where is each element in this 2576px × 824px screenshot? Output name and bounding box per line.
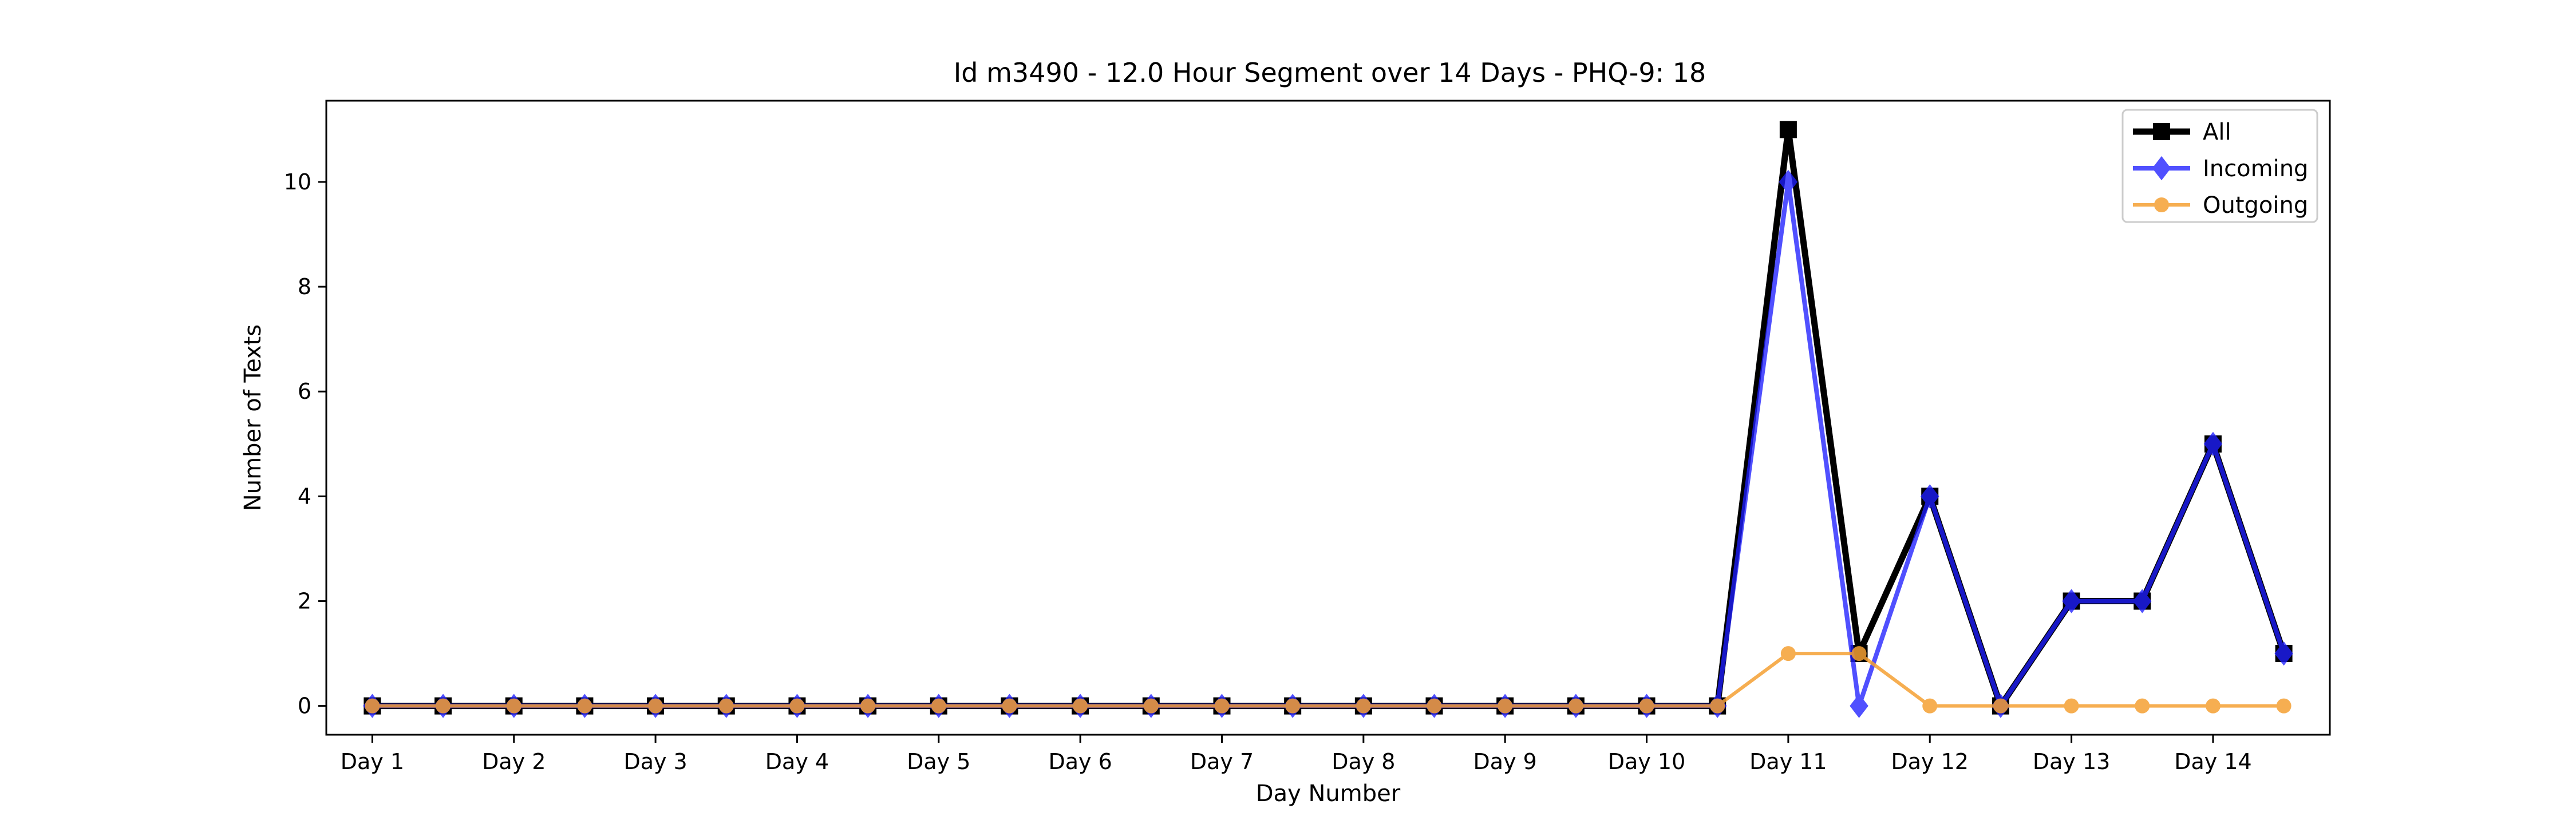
point-outgoing-13 bbox=[1285, 698, 1301, 714]
point-outgoing-18 bbox=[1639, 698, 1654, 714]
legend-label-all: All bbox=[2203, 119, 2231, 145]
x-tick-label-4: Day 5 bbox=[907, 749, 970, 774]
point-outgoing-6 bbox=[789, 698, 805, 714]
point-outgoing-17 bbox=[1568, 698, 1583, 714]
legend-label-outgoing: Outgoing bbox=[2203, 192, 2308, 219]
y-tick-label-2: 4 bbox=[298, 484, 311, 509]
x-tick-label-13: Day 14 bbox=[2174, 749, 2251, 774]
legend-entry-incoming bbox=[2133, 156, 2190, 181]
point-incoming-25 bbox=[2132, 589, 2152, 613]
series-all bbox=[364, 121, 2293, 715]
point-outgoing-27 bbox=[2276, 698, 2291, 714]
x-tick-label-12: Day 13 bbox=[2033, 749, 2110, 774]
point-incoming-20 bbox=[1779, 169, 1798, 195]
series-line-all bbox=[372, 126, 2287, 710]
plot-area bbox=[325, 100, 2331, 736]
x-axis-label: Day Number bbox=[1256, 781, 1401, 807]
y-axis-label: Number of Texts bbox=[240, 324, 266, 511]
point-incoming-26 bbox=[2203, 431, 2223, 456]
point-outgoing-19 bbox=[1710, 698, 1725, 714]
legend-marker-incoming bbox=[2152, 156, 2171, 181]
point-outgoing-1 bbox=[436, 698, 451, 714]
series-outgoing bbox=[365, 646, 2291, 714]
x-tick-label-11: Day 12 bbox=[1891, 749, 1969, 774]
chart-title: Id m3490 - 12.0 Hour Segment over 14 Day… bbox=[954, 57, 1706, 88]
x-tick-label-2: Day 3 bbox=[623, 749, 687, 774]
x-tick-label-0: Day 1 bbox=[341, 749, 404, 774]
legend: All Incoming Outgoing bbox=[2121, 109, 2318, 223]
y-axis: 0 2 4 6 8 10 bbox=[284, 169, 326, 719]
x-tick-label-3: Day 4 bbox=[765, 749, 829, 774]
point-incoming-27 bbox=[2274, 641, 2293, 666]
x-tick-label-6: Day 7 bbox=[1190, 749, 1254, 774]
point-outgoing-22 bbox=[1922, 698, 1938, 714]
series-layer bbox=[363, 121, 2293, 718]
point-incoming-22 bbox=[1920, 484, 1939, 509]
point-outgoing-3 bbox=[577, 698, 592, 714]
series-incoming bbox=[363, 169, 2293, 718]
y-tick-label-4: 8 bbox=[298, 274, 311, 299]
series-line-incoming bbox=[372, 179, 2286, 708]
point-incoming-24 bbox=[2062, 589, 2081, 613]
legend-marker-all bbox=[2153, 123, 2170, 140]
point-all-20 bbox=[1779, 121, 1797, 138]
y-tick-label-3: 6 bbox=[298, 379, 311, 404]
point-outgoing-20 bbox=[1780, 646, 1796, 661]
legend-box bbox=[2121, 109, 2318, 223]
point-outgoing-16 bbox=[1498, 698, 1513, 714]
series-line-outgoing bbox=[372, 652, 2284, 708]
point-outgoing-21 bbox=[1851, 646, 1867, 661]
x-tick-label-1: Day 2 bbox=[482, 749, 546, 774]
point-outgoing-4 bbox=[648, 698, 663, 714]
legend-entry-all bbox=[2133, 123, 2190, 140]
point-outgoing-10 bbox=[1073, 698, 1088, 714]
legend-label-incoming: Incoming bbox=[2203, 156, 2308, 182]
point-outgoing-2 bbox=[506, 698, 521, 714]
x-tick-label-9: Day 10 bbox=[1608, 749, 1685, 774]
point-outgoing-11 bbox=[1143, 698, 1159, 714]
point-outgoing-24 bbox=[2064, 698, 2079, 714]
point-outgoing-8 bbox=[931, 698, 946, 714]
y-tick-label-0: 0 bbox=[298, 694, 311, 719]
point-outgoing-9 bbox=[1002, 698, 1017, 714]
point-outgoing-23 bbox=[1993, 698, 2008, 714]
x-axis: Day 1 Day 2 Day 3 Day 4 Day 5 Day 6 Day 7 Day 8… bbox=[341, 735, 2252, 774]
x-tick-label-10: Day 11 bbox=[1749, 749, 1827, 774]
point-outgoing-14 bbox=[1356, 698, 1371, 714]
y-tick-label-1: 2 bbox=[298, 588, 311, 613]
point-outgoing-15 bbox=[1427, 698, 1442, 714]
y-tick-label-5: 10 bbox=[284, 169, 311, 195]
point-outgoing-12 bbox=[1214, 698, 1230, 714]
legend-marker-outgoing bbox=[2154, 197, 2169, 212]
legend-entry-outgoing bbox=[2133, 197, 2190, 212]
point-outgoing-25 bbox=[2135, 698, 2150, 714]
point-outgoing-26 bbox=[2205, 698, 2221, 714]
point-outgoing-5 bbox=[718, 698, 734, 714]
point-incoming-21 bbox=[1850, 694, 1868, 718]
point-outgoing-0 bbox=[365, 698, 380, 714]
x-tick-label-7: Day 8 bbox=[1332, 749, 1395, 774]
point-outgoing-7 bbox=[860, 698, 876, 714]
x-tick-label-8: Day 9 bbox=[1473, 749, 1537, 774]
x-tick-label-5: Day 6 bbox=[1048, 749, 1112, 774]
